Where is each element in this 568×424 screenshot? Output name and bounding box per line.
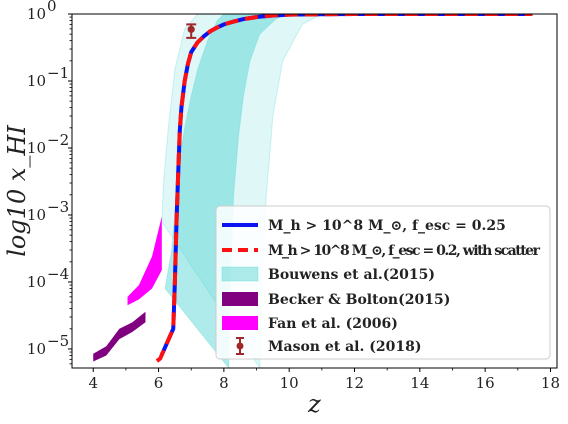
legend-label: Becker & Bolton(2015) (268, 292, 450, 308)
fan-band (127, 216, 162, 306)
legend-handle-mason-point (236, 342, 244, 350)
x-tick-label: 8 (219, 374, 229, 392)
legend-label: Fan et al. (2006) (268, 316, 398, 332)
y-tick-label: 10 (27, 139, 46, 157)
y-tick-exponent: 0 (47, 0, 57, 15)
legend-label: Bouwens et al.(2015) (268, 267, 435, 283)
x-tick-label: 18 (541, 374, 560, 392)
legend-label: Mason et al. (2018) (268, 339, 421, 355)
x-tick-label: 10 (280, 374, 299, 392)
y-axis-label: log10 x_HI (3, 125, 31, 257)
x-tick-label: 14 (410, 374, 429, 392)
y-tick-exponent: −3 (47, 198, 69, 216)
y-tick-label: 10 (27, 206, 46, 224)
legend-box (215, 205, 551, 360)
bands-layer (93, 14, 323, 368)
y-tick-exponent: −5 (47, 332, 69, 350)
y-tick-exponent: −2 (47, 131, 69, 149)
y-tick-label: 10 (27, 340, 46, 358)
legend-label: M_h > 10^8 M_⊙, f_esc = 0.25 (268, 218, 506, 234)
x-tick-label: 6 (154, 374, 164, 392)
x-tick-label: 12 (345, 374, 364, 392)
y-tick-label: 10 (27, 273, 46, 291)
mason-point (187, 25, 195, 33)
marks-layer (186, 23, 197, 39)
plot-frame (71, 13, 558, 369)
becker-bolton-band (93, 311, 146, 362)
legend: M_h > 10^8 M_⊙, f_esc = 0.25 M_h > 10^8 M… (215, 205, 551, 360)
legend-handle-fan (222, 316, 258, 330)
legend-handle-bouwens (221, 266, 259, 282)
legend-handle-becker (222, 292, 258, 306)
y-tick-label: 10 (27, 72, 46, 90)
legend-label: M_h > 10^8 M_⊙, f_esc = 0.2, with scatte… (268, 243, 541, 259)
y-tick-label: 10 (27, 5, 46, 23)
y-tick-exponent: −4 (47, 265, 69, 283)
x-tick-label: 4 (88, 374, 98, 392)
x-tick-label: 16 (476, 374, 495, 392)
x-axis-label: z (307, 390, 321, 418)
y-tick-exponent: −1 (47, 64, 69, 82)
